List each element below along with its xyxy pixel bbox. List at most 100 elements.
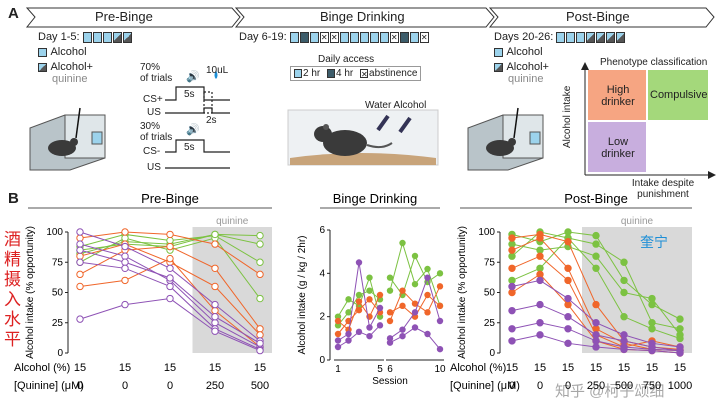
data-point-2-3-4 — [620, 313, 628, 321]
y-tick-label-0: 75 — [52, 257, 64, 268]
data-point-2-3-0 — [508, 276, 516, 285]
binge-point-4-0 — [334, 337, 342, 344]
binge-point-5-3 — [366, 332, 373, 340]
binge-point-4-1 — [345, 330, 352, 338]
binge-point-5-6 — [399, 332, 406, 340]
svg-text:🔊: 🔊 — [186, 122, 200, 136]
data-point-2-2-3 — [592, 252, 600, 260]
data-point-0-12-4 — [256, 346, 264, 355]
data-point-0-10-1 — [121, 258, 129, 266]
binge-point-3-0 — [334, 317, 342, 325]
data-point-2-10-3 — [592, 337, 600, 345]
data-point-0-6-4 — [256, 331, 264, 339]
data-point-2-8-0 — [508, 282, 516, 291]
binge-point-4-6 — [399, 326, 406, 333]
quinine-tick-2-1: 0 — [537, 380, 543, 392]
x-tick-label-1: 1 — [335, 364, 341, 375]
binge-point-4-2 — [355, 259, 363, 266]
data-point-2-3-3 — [592, 264, 600, 273]
data-point-2-0-3 — [592, 231, 600, 240]
high-drinker-label: High drinker — [601, 84, 635, 108]
binge-point-5-4 — [376, 322, 384, 329]
chart-title-2: Post-Binge — [564, 191, 628, 206]
row-label-quinine-0: [Quinine] (μM) — [14, 380, 84, 392]
compulsive-label: Compulsive — [650, 89, 708, 101]
data-point-0-10-0 — [76, 246, 84, 254]
watermark: 知乎 @柯子颂细 — [555, 383, 665, 400]
data-point-0-7-1 — [121, 276, 129, 285]
data-point-2-2-0 — [508, 240, 516, 248]
alcohol-tick-2-6: 15 — [674, 362, 686, 374]
alcohol-tick-2-4: 15 — [618, 362, 630, 374]
quinine-tick-2-3: 250 — [587, 380, 605, 392]
binge-point-5-2 — [355, 328, 363, 336]
data-point-0-12-0 — [76, 315, 84, 323]
data-point-0-7-2 — [166, 254, 174, 263]
data-point-2-0-5 — [648, 300, 656, 309]
side-text-cn: 酒精摄入水平 — [4, 230, 21, 349]
data-point-2-11-2 — [564, 339, 572, 348]
y-tick-label-0: 100 — [46, 227, 63, 238]
data-point-2-1-0 — [508, 252, 516, 260]
data-point-0-2-1 — [121, 234, 129, 242]
row-label-quinine-2: [Quinine] (μM) — [450, 380, 520, 392]
binge-point-3-8 — [424, 309, 431, 316]
data-point-2-11-1 — [536, 331, 544, 339]
alcohol-tick-2-1: 15 — [534, 362, 546, 374]
data-point-2-11-5 — [648, 346, 656, 355]
data-point-0-4-2 — [166, 230, 174, 239]
binge-point-0-3 — [366, 274, 373, 281]
phenotype-classification-grid — [581, 62, 716, 179]
operant-box-right-icon — [467, 107, 544, 171]
binge-point-4-9 — [436, 317, 444, 325]
data-point-2-11-3 — [592, 343, 600, 351]
data-point-2-8-4 — [620, 331, 628, 339]
quinine-tick-0-4: 500 — [251, 380, 269, 392]
data-point-0-11-2 — [166, 282, 174, 291]
data-point-0-6-3 — [211, 282, 219, 291]
data-point-2-4-3 — [592, 300, 600, 309]
data-point-0-8-3 — [211, 300, 219, 309]
data-point-2-9-2 — [564, 313, 572, 321]
binge-point-5-7 — [411, 324, 419, 331]
y-tick-label-0: 50 — [52, 288, 64, 299]
data-point-2-8-3 — [592, 319, 600, 327]
binge-point-2-9 — [436, 302, 444, 310]
binge-point-4-4 — [376, 304, 384, 312]
data-point-0-2-4 — [256, 294, 264, 303]
data-point-0-1-4 — [256, 258, 264, 266]
us-label-1: US — [147, 107, 161, 118]
binge-point-3-2 — [355, 298, 363, 305]
data-point-2-3-5 — [648, 325, 656, 333]
data-point-2-5-0 — [508, 246, 516, 254]
data-point-0-5-3 — [211, 264, 219, 273]
legend-pre: Alcohol Alcohol+ quinine — [38, 46, 93, 85]
y-tick-label-2: 75 — [484, 257, 496, 268]
chart-title-0: Pre-Binge — [141, 191, 199, 206]
data-point-2-8-1 — [536, 276, 544, 285]
data-point-0-7-3 — [211, 306, 219, 315]
data-point-0-12-3 — [211, 327, 219, 335]
quinine-tick-2-6: 1000 — [668, 380, 692, 392]
data-point-0-1-2 — [166, 236, 174, 245]
alcohol-tick-0-2: 15 — [164, 362, 176, 374]
banner-post-binge: Post-Binge — [566, 9, 630, 24]
binge-point-2-5 — [386, 309, 394, 316]
binge-point-2-3 — [366, 296, 373, 303]
data-point-0-4-1 — [121, 228, 129, 236]
data-point-0-12-1 — [121, 300, 129, 309]
binge-point-5-8 — [424, 330, 431, 338]
y-tick-label-0: 0 — [57, 348, 63, 359]
binge-point-3-9 — [436, 283, 444, 290]
row-label-alcohol-2: Alcohol (%) — [450, 362, 506, 374]
cs-plus-label: CS+ — [143, 94, 163, 105]
operant-box-left-icon — [29, 107, 106, 171]
water-alcohol-label: Water Alcohol — [365, 100, 427, 111]
y-tick-label-2: 50 — [484, 288, 496, 299]
data-point-2-0-6 — [676, 315, 684, 323]
banner-binge-drinking: Binge Drinking — [320, 9, 405, 24]
data-point-2-4-0 — [508, 234, 516, 242]
alcohol-tick-0-1: 15 — [119, 362, 131, 374]
data-point-2-4-2 — [564, 237, 572, 246]
